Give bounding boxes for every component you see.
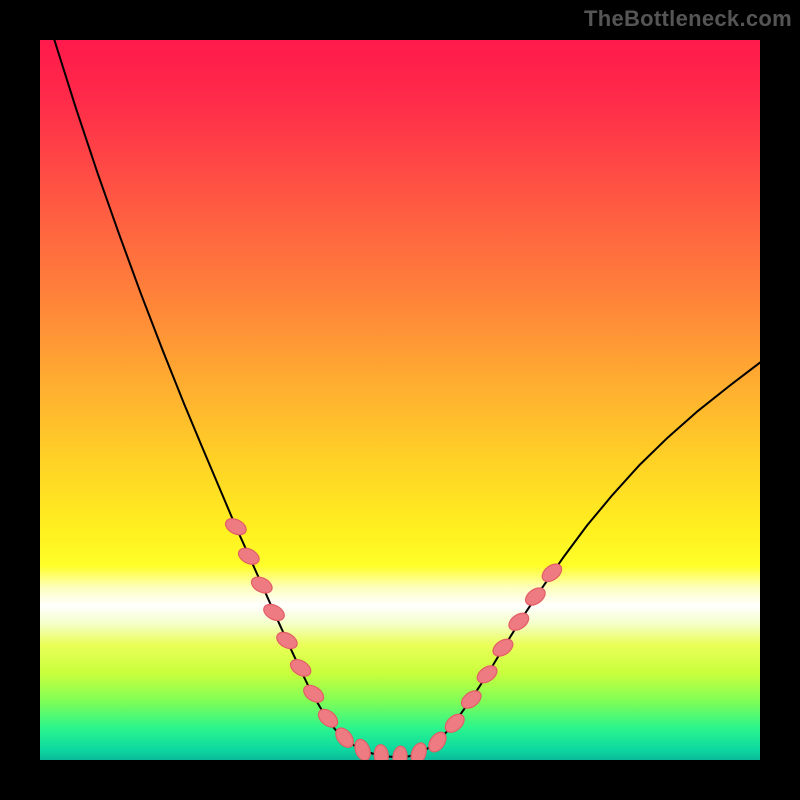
curve-marker [249, 574, 275, 596]
curve-marker [301, 682, 327, 706]
curve-marker [288, 656, 314, 679]
curve-marker [315, 706, 341, 731]
curve-marker [458, 687, 484, 711]
curve-marker [274, 629, 300, 652]
curve-marker [506, 610, 532, 634]
curve-marker [490, 636, 516, 660]
curve-marker [352, 737, 373, 760]
watermark-text: TheBottleneck.com [584, 6, 792, 32]
curve-marker [474, 662, 500, 686]
curve-marker [373, 744, 389, 760]
marker-group [223, 515, 565, 760]
plot-area [40, 40, 760, 760]
curve-marker [223, 515, 249, 537]
curve-marker [539, 561, 565, 586]
chart-frame: TheBottleneck.com [0, 0, 800, 800]
curve-marker [236, 545, 262, 567]
curve-marker [408, 741, 429, 760]
curve-marker [392, 745, 408, 760]
curve-marker [522, 584, 548, 608]
curve-marker [261, 601, 287, 624]
plot-svg [40, 40, 760, 760]
bottleneck-curve [54, 40, 760, 757]
curve-marker [332, 725, 357, 751]
